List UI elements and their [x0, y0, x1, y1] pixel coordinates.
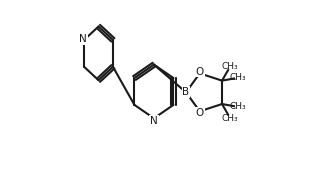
Text: O: O: [196, 67, 204, 77]
Text: CH₃: CH₃: [230, 102, 246, 111]
Text: O: O: [196, 108, 204, 118]
Text: N: N: [79, 34, 87, 44]
Text: CH₃: CH₃: [222, 62, 239, 71]
Text: B: B: [182, 87, 189, 97]
Text: CH₃: CH₃: [222, 114, 239, 123]
Text: N: N: [150, 116, 158, 126]
Text: CH₃: CH₃: [230, 73, 246, 82]
